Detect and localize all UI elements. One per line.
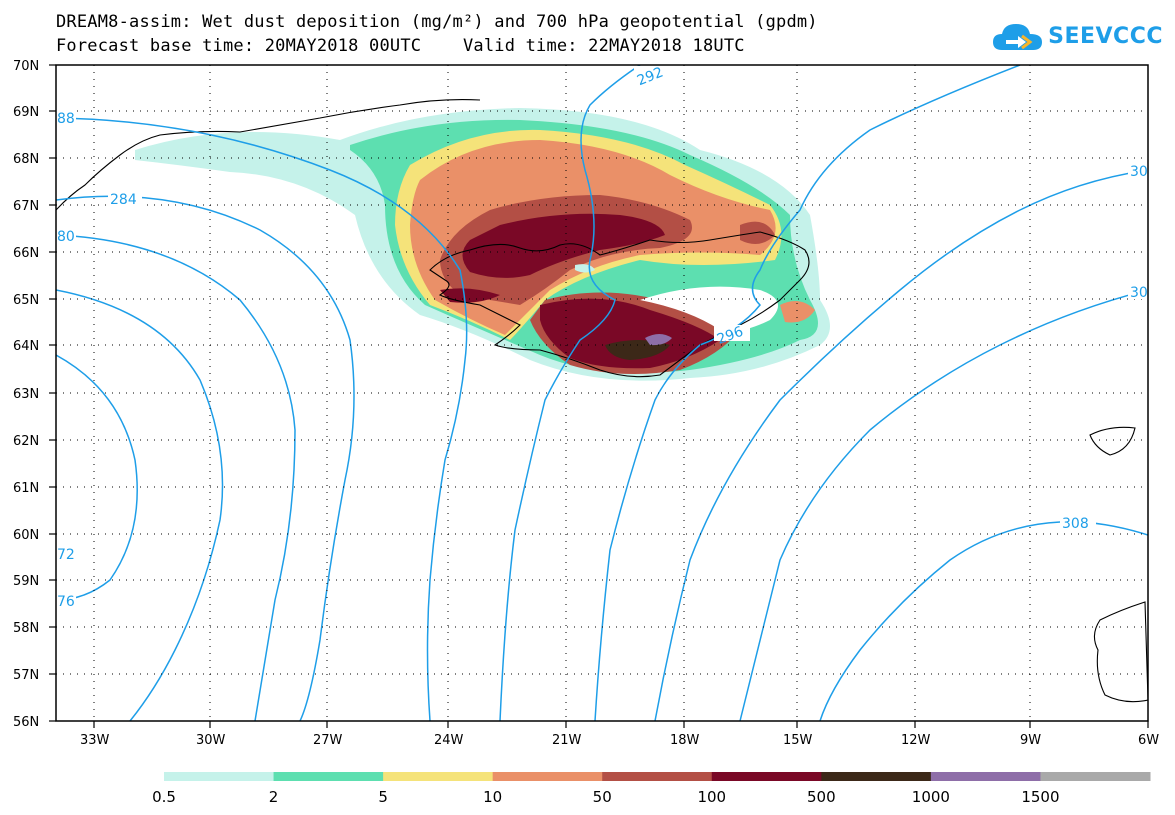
lon-label: 9W <box>1020 733 1041 748</box>
lat-label: 58N <box>13 621 39 636</box>
lon-label: 6W <box>1138 733 1159 748</box>
lon-label: 21W <box>552 733 582 748</box>
lat-label: 68N <box>13 152 39 167</box>
legend-swatch <box>164 772 275 781</box>
latitude-labels: 70N 69N 68N 67N 66N 65N 64N 63N 62N 61N … <box>13 59 39 730</box>
lat-label: 60N <box>13 528 39 543</box>
lat-label: 56N <box>13 715 39 730</box>
graticule <box>56 65 1148 721</box>
lat-label: 57N <box>13 668 39 683</box>
legend-label: 5 <box>378 788 388 806</box>
cloud-icon <box>993 24 1043 50</box>
lat-label: 66N <box>13 246 39 261</box>
legend-label: 500 <box>807 788 836 806</box>
logo-text: SEEVCCC <box>1048 23 1163 49</box>
color-legend <box>164 772 1151 781</box>
legend-swatch <box>602 772 713 781</box>
lat-label: 61N <box>13 481 39 496</box>
lat-label: 63N <box>13 387 39 402</box>
lat-label: 65N <box>13 293 39 308</box>
contour-label-80: 80 <box>57 229 75 245</box>
contour-label-30a: 30 <box>1130 164 1148 180</box>
longitude-labels: 33W 30W 27W 24W 21W 18W 15W 12W 9W 6W <box>80 733 1159 748</box>
legend-swatch <box>711 772 822 781</box>
coastlines <box>56 99 1148 703</box>
contour-label-76: 76 <box>57 594 75 610</box>
contour-label-30b: 30 <box>1130 285 1148 301</box>
contour-label-308: 308 <box>1062 516 1089 532</box>
greenland-coastline <box>56 99 481 211</box>
contour-label-72: 72 <box>57 547 75 563</box>
legend-label: 100 <box>697 788 726 806</box>
contour-276-inner <box>56 354 138 601</box>
lon-label: 24W <box>434 733 464 748</box>
lat-label: 70N <box>13 59 39 74</box>
legend-label: 2 <box>269 788 279 806</box>
lat-label: 64N <box>13 339 39 354</box>
lat-label: 69N <box>13 105 39 120</box>
contour-label-88: 88 <box>57 111 75 127</box>
lat-label: 59N <box>13 574 39 589</box>
deposition-band-1000 <box>645 334 672 346</box>
contour-292 <box>499 65 641 721</box>
lon-label: 27W <box>313 733 343 748</box>
contour-304 <box>739 289 1148 721</box>
legend-swatch <box>383 772 494 781</box>
lat-label: 67N <box>13 199 39 214</box>
scotland-coastline <box>1093 601 1148 703</box>
lon-label: 30W <box>196 733 226 748</box>
seevccc-logo: SEEVCCC <box>992 20 1163 52</box>
faroe-coastline <box>1089 426 1136 456</box>
geopotential-contours <box>56 65 1148 721</box>
legend-swatch <box>930 772 1041 781</box>
lon-label: 18W <box>670 733 700 748</box>
contour-296 <box>594 65 1021 721</box>
legend-swatch <box>492 772 603 781</box>
axis-ticks <box>49 64 1149 728</box>
legend-swatch <box>273 772 384 781</box>
contour-276-outer <box>56 289 224 721</box>
legend-labels: 0.5 2 5 10 50 100 500 1000 1500 <box>152 788 1059 806</box>
lon-label: 12W <box>901 733 931 748</box>
legend-swatch <box>1040 772 1151 781</box>
contour-280 <box>56 234 296 721</box>
legend-label: 1000 <box>912 788 950 806</box>
map-title: DREAM8-assim: Wet dust deposition (mg/m²… <box>56 12 818 32</box>
dust-deposition-field <box>135 108 830 381</box>
deposition-band-100 <box>440 213 720 369</box>
lon-label: 33W <box>80 733 110 748</box>
contour-288 <box>56 117 468 721</box>
lat-label: 62N <box>13 434 39 449</box>
contour-label-284: 284 <box>110 192 137 208</box>
forecast-times: Forecast base time: 20MAY2018 00UTC Vali… <box>56 36 745 56</box>
contour-300 <box>654 169 1148 721</box>
legend-swatch <box>821 772 932 781</box>
lon-label: 15W <box>783 733 813 748</box>
legend-label: 0.5 <box>152 788 176 806</box>
legend-label: 50 <box>593 788 612 806</box>
contour-284 <box>56 195 355 721</box>
iceland-coastline <box>429 231 810 378</box>
legend-label: 10 <box>483 788 502 806</box>
legend-label: 1500 <box>1021 788 1059 806</box>
